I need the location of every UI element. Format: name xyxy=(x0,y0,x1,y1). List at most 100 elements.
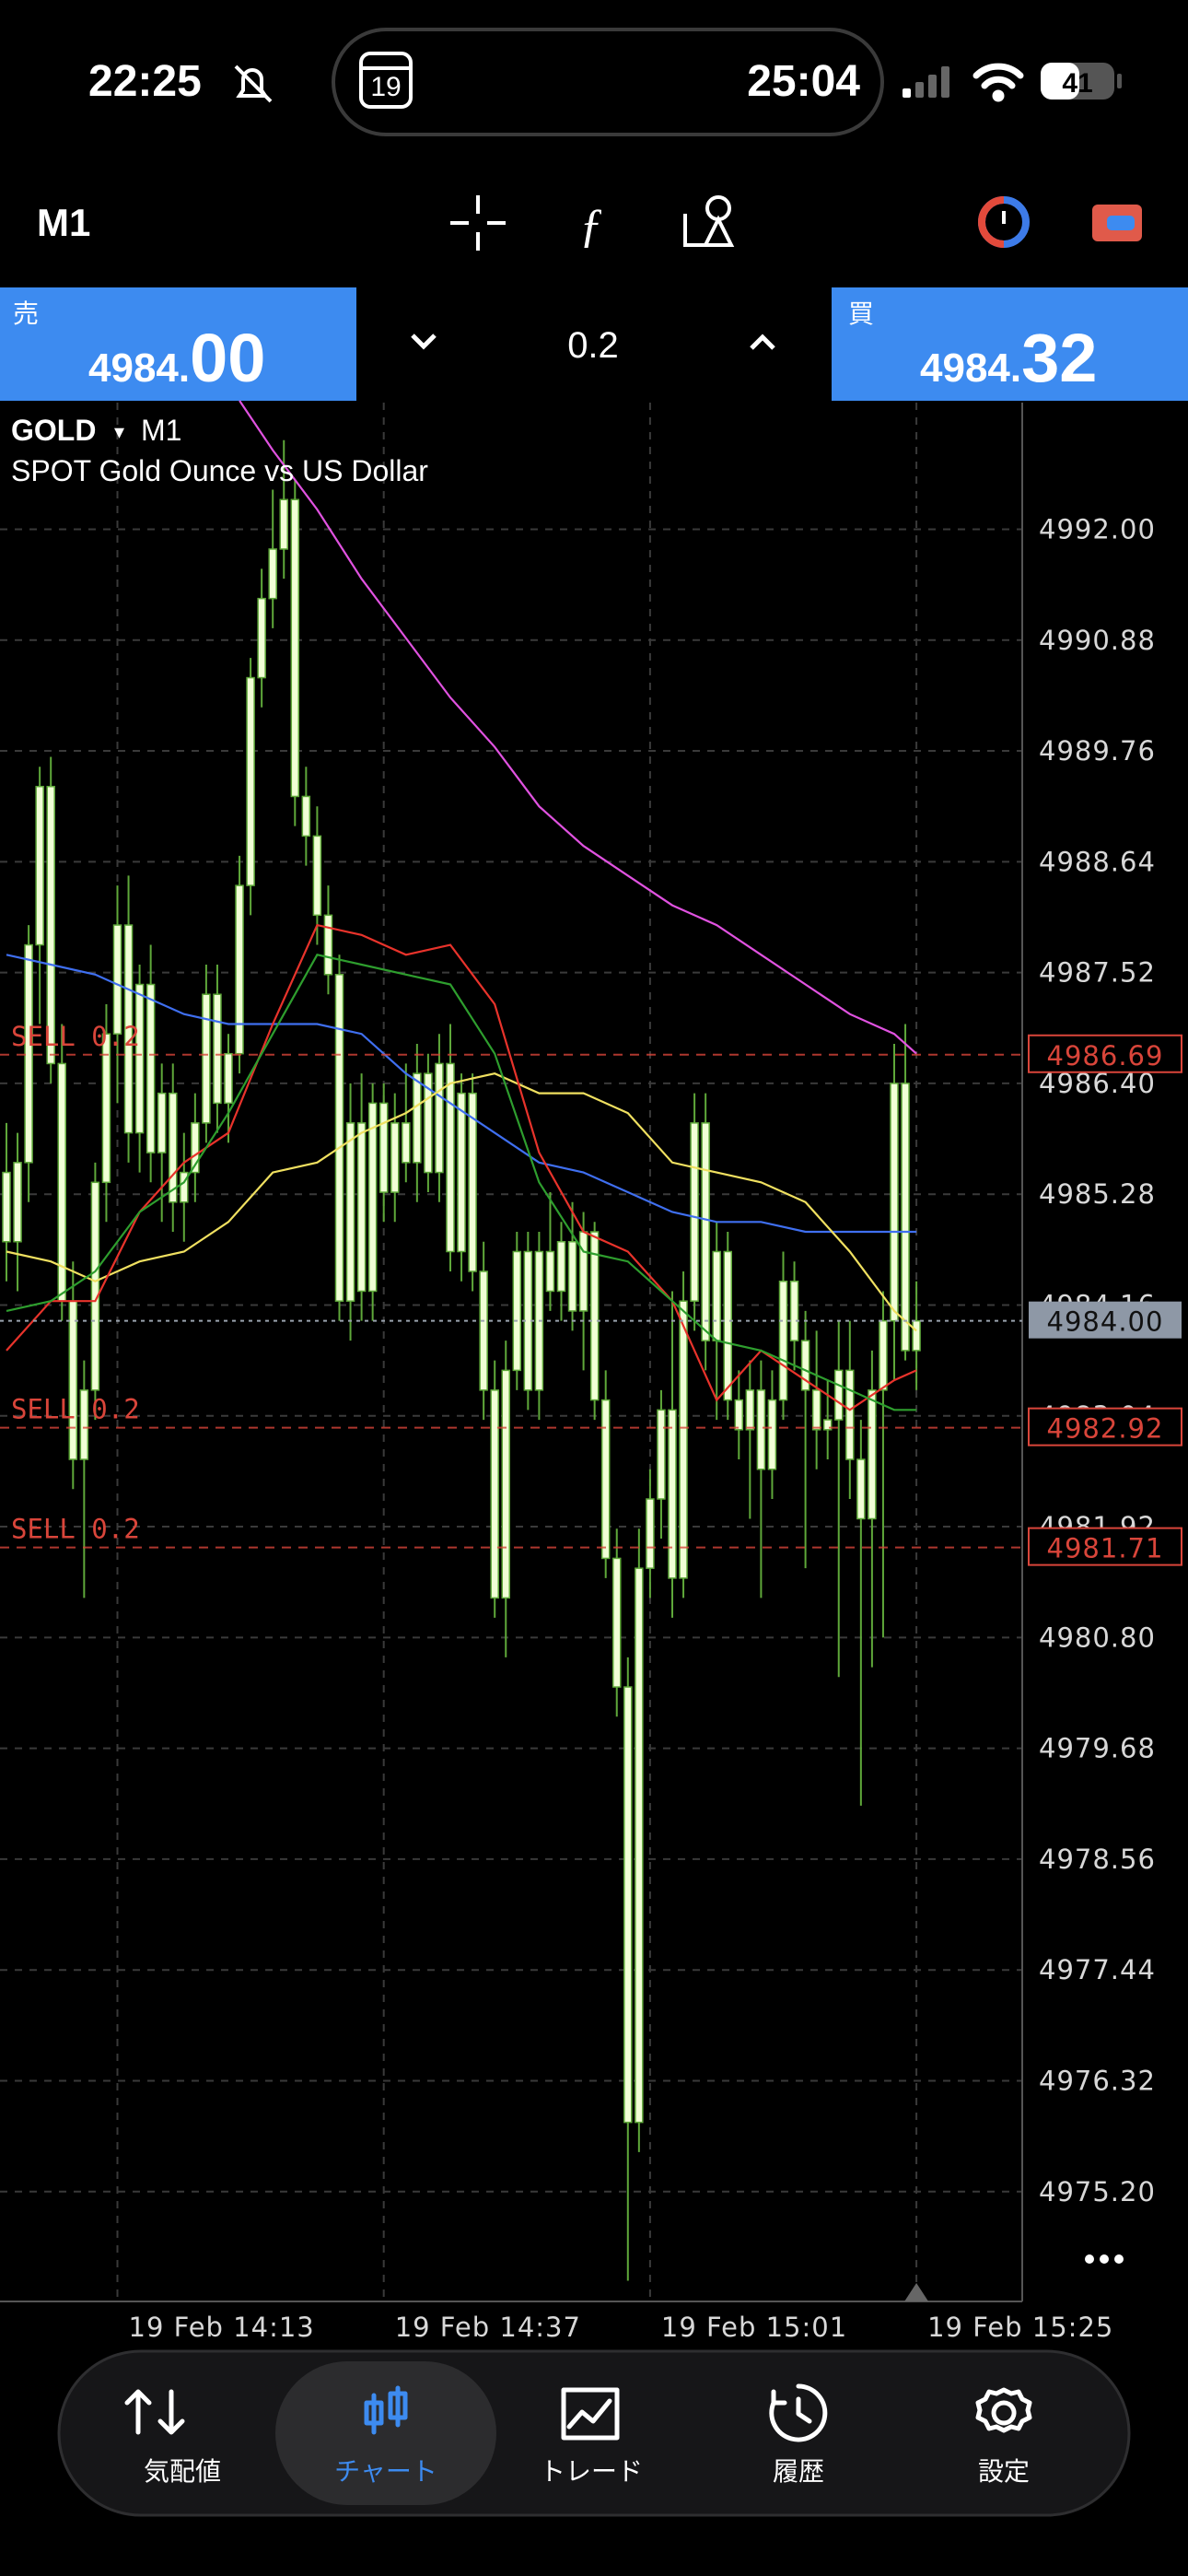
symbol-dropdown[interactable]: ▾ xyxy=(114,420,124,443)
candle-body xyxy=(578,1231,588,1312)
x-tick-label: 19 Feb 14:37 xyxy=(395,2312,581,2343)
x-tick-label: 19 Feb 14:13 xyxy=(129,2312,315,2343)
candle-body xyxy=(811,1389,821,1431)
candle-body xyxy=(512,1250,522,1372)
indicators-button[interactable]: ƒ xyxy=(579,200,603,252)
y-tick-label: 4992.00 xyxy=(1039,513,1156,544)
nav-item[interactable]: 設定 xyxy=(975,2387,1032,2486)
candle-body xyxy=(279,498,288,550)
trade-button[interactable] xyxy=(1092,205,1142,241)
candle-body xyxy=(556,1240,566,1293)
candle-body xyxy=(312,835,322,917)
nav-item[interactable]: 履歴 xyxy=(769,2383,828,2486)
y-tick-label: 4976.32 xyxy=(1039,2065,1156,2096)
order-label: SELL 0.2 xyxy=(11,1514,140,1545)
wifi-icon xyxy=(973,63,1024,102)
y-tick-label: 4987.52 xyxy=(1039,957,1156,989)
candle-body xyxy=(745,1389,755,1431)
y-tick-label: 4978.56 xyxy=(1039,1844,1156,1875)
order-label: SELL 0.2 xyxy=(11,1394,140,1425)
candle-body xyxy=(501,1369,510,1599)
candle-body xyxy=(224,1052,233,1105)
candle-body xyxy=(134,983,145,1134)
live-timer: 25:04 xyxy=(747,57,860,106)
candle-body xyxy=(356,1122,367,1293)
candle-body xyxy=(146,983,156,1153)
calendar-icon: 19 xyxy=(359,52,413,109)
moving-average xyxy=(239,400,917,1055)
nav-icon xyxy=(975,2387,1032,2433)
candle-body xyxy=(379,1102,389,1193)
order-price: 4986.69 xyxy=(1047,1040,1164,1071)
candle-body xyxy=(890,1083,899,1322)
dynamic-island xyxy=(332,28,884,136)
candle-body xyxy=(46,785,55,1065)
chart-overlay: GOLD ▾ M1 SPOT Gold Ounce vs US Dollar xyxy=(11,414,1124,2264)
candle-body xyxy=(323,914,333,976)
candle-body xyxy=(90,1181,100,1391)
candle-body xyxy=(690,1122,699,1302)
more-button[interactable] xyxy=(1085,2254,1124,2264)
candle-body xyxy=(778,1280,788,1401)
candle-body xyxy=(257,597,266,679)
candle-body xyxy=(856,1458,866,1520)
nav-item[interactable]: トレード xyxy=(540,2387,643,2486)
y-tick-label: 4979.68 xyxy=(1039,1733,1156,1764)
order-price-box xyxy=(1028,1527,1182,1566)
candle-body xyxy=(268,548,277,600)
nav-items: 気配値 チャート トレード 履歴 設定 xyxy=(124,2361,1032,2505)
y-tick-label: 4990.88 xyxy=(1039,625,1156,656)
nav-icon xyxy=(769,2383,828,2442)
candle-body xyxy=(756,1389,766,1470)
candle-body xyxy=(157,1092,167,1153)
sell-panel[interactable] xyxy=(0,287,356,401)
nav-item[interactable]: チャート xyxy=(275,2361,496,2505)
candle-body xyxy=(834,1369,844,1421)
nav-item[interactable]: 気配値 xyxy=(124,2389,221,2486)
buy-price-main: 4984. xyxy=(920,345,1021,391)
candle-body xyxy=(479,1270,488,1391)
objects-button[interactable] xyxy=(683,195,735,247)
calendar-day: 19 xyxy=(370,72,401,102)
candle-body xyxy=(446,1062,455,1253)
sell-label: 売 xyxy=(13,299,39,328)
candle-body xyxy=(345,1122,355,1302)
candle-body xyxy=(879,1319,888,1391)
sell-price-big: 00 xyxy=(190,320,265,396)
crosshair-button[interactable] xyxy=(450,195,506,251)
candle-body xyxy=(901,1083,910,1352)
volume-up[interactable] xyxy=(750,334,775,350)
candle-body xyxy=(235,884,244,1055)
x-tick-label: 19 Feb 15:25 xyxy=(927,2312,1113,2343)
candle-body xyxy=(723,1250,732,1401)
candle-body xyxy=(612,1557,622,1688)
volume-down[interactable] xyxy=(411,334,437,350)
y-tick-label: 4975.20 xyxy=(1039,2176,1156,2207)
y-tick-label: 4989.76 xyxy=(1039,735,1156,767)
candle-body xyxy=(623,1686,633,2124)
candle-body xyxy=(668,1409,677,1579)
buy-panel[interactable] xyxy=(832,287,1188,401)
bid-price-box xyxy=(1029,1301,1182,1339)
candle-body xyxy=(767,1399,777,1470)
candle-body xyxy=(169,1092,178,1203)
candle-body xyxy=(789,1280,799,1341)
candle-body xyxy=(490,1389,499,1599)
buy-price: 4984.32 xyxy=(920,320,1097,396)
volume[interactable]: 0.2 xyxy=(567,325,619,366)
candle-body xyxy=(246,676,255,886)
timeframe-button[interactable]: M1 xyxy=(37,201,90,244)
one-click-button[interactable] xyxy=(978,196,1030,248)
nav-item-highlight xyxy=(275,2361,496,2505)
nav-label: 履歴 xyxy=(773,2457,824,2486)
candle-body xyxy=(457,1092,466,1253)
nav-icon xyxy=(124,2389,185,2435)
y-tick-label: 4980.80 xyxy=(1039,1622,1156,1653)
bell-off-icon xyxy=(234,64,273,103)
candle-body xyxy=(657,1409,666,1500)
x-tick-label: 19 Feb 15:01 xyxy=(661,2312,847,2343)
symbol-description: SPOT Gold Ounce vs US Dollar xyxy=(11,454,428,487)
battery-level: 41 xyxy=(1062,68,1092,99)
